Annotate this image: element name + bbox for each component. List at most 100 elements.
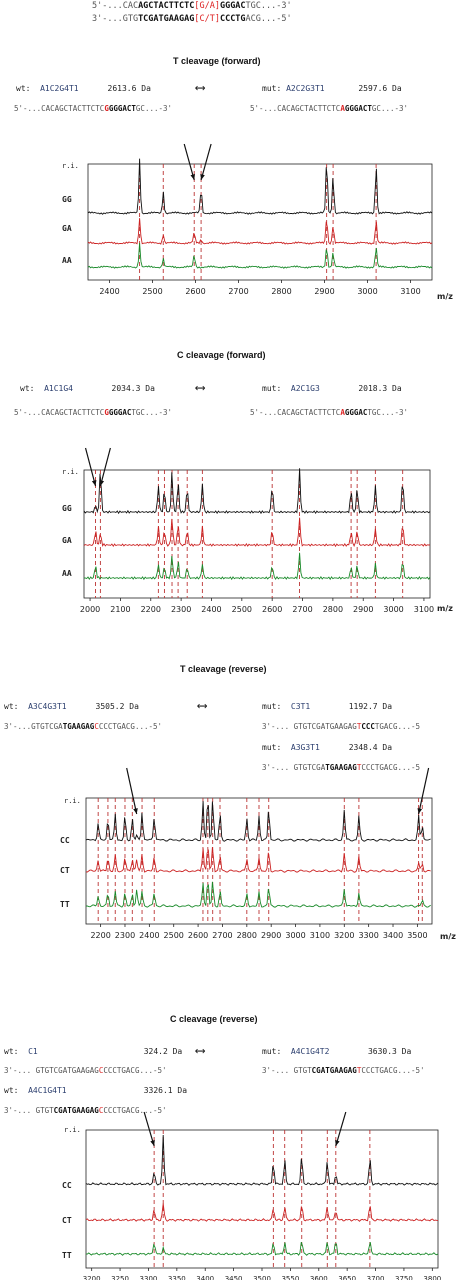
series-trace-gg [87, 158, 433, 215]
panel-3-wt-label: wt: A3C4G3T1 3505.2 Da [4, 702, 139, 711]
panel-4-title: C cleavage (reverse) [170, 1014, 258, 1024]
panel-4-wt-sequence-1: 3'-... GTGTCGATGAAGAGCCCCTGACG...-5' [4, 1066, 167, 1075]
x-tick-label: 3200 [334, 931, 354, 940]
panel-1-wt-label: wt: A1C2G4T1 2613.6 Da [16, 84, 151, 93]
panel-4-mut-sequence: 3'-... GTGTCGATGAAGAGTCCCTGACG...-5' [262, 1066, 425, 1075]
panel-1-mut-label: mut: A2C2G3T1 2597.6 Da [262, 84, 402, 93]
panel-1-x-axis-label: m/z [437, 292, 453, 301]
panel-3-mut-label-1: mut: C3T1 1192.7 Da [262, 702, 393, 711]
x-tick-label: 2900 [353, 605, 373, 614]
x-tick-label: 3800 [423, 1275, 441, 1280]
panel-4-series-label-tt: TT [62, 1251, 72, 1260]
x-tick-label: 3000 [285, 931, 305, 940]
panel-3-series-label-ct: CT [60, 866, 70, 875]
x-tick-label: 3600 [310, 1275, 328, 1280]
panel-4-wt-sequence-2: 3'-... GTGTCGATGAAGAGCCCCTGACG...-5' [4, 1106, 167, 1115]
panel-1-title: T cleavage (forward) [173, 56, 261, 66]
x-tick-label: 2200 [141, 605, 161, 614]
x-tick-label: 2400 [139, 931, 159, 940]
panel-3-wt-sequence: 3'-...GTGTCGATGAAGAGCCCCTGACG...-5' [4, 722, 163, 731]
panel-2-wt-label: wt: A1C1G4 2034.3 Da [20, 384, 155, 393]
panel-4-series-label-ct: CT [62, 1216, 72, 1225]
panel-4-ri-label: r.i. [64, 1126, 81, 1134]
x-tick-label: 3650 [338, 1275, 356, 1280]
panel-1-mut-sequence: 5'-...CACAGCTACTTCTCAGGGACTGC...-3' [250, 104, 409, 113]
x-tick-label: 2900 [314, 287, 334, 296]
double-arrow-icon: ⟷ [196, 380, 205, 396]
x-tick-label: 3100 [310, 931, 330, 940]
panel-2-series-label-aa: AA [62, 569, 72, 578]
series-trace-tt [86, 881, 431, 908]
x-tick-label: 2600 [262, 605, 282, 614]
x-tick-label: 2800 [271, 287, 291, 296]
panel-1-series-label-aa: AA [62, 256, 72, 265]
x-tick-label: 3000 [357, 287, 377, 296]
arrow-icon [183, 143, 195, 181]
x-tick-label: 2500 [232, 605, 252, 614]
panel-3-series-label-tt: TT [60, 900, 70, 909]
x-tick-label: 3400 [383, 931, 403, 940]
panel-3-mut-label-2: mut: A3G3T1 2348.4 Da [262, 743, 393, 752]
panel-2-title: C cleavage (forward) [177, 350, 266, 360]
plot-frame [83, 469, 431, 599]
x-tick-label: 2200 [90, 931, 110, 940]
series-trace-ga [83, 517, 431, 548]
x-tick-label: 3300 [358, 931, 378, 940]
x-tick-label: 3750 [395, 1275, 413, 1280]
x-tick-label: 2600 [188, 931, 208, 940]
panel-1-ri-label: r.i. [62, 162, 79, 170]
panel-3-ri-label: r.i. [64, 797, 81, 805]
x-tick-label: 2700 [212, 931, 232, 940]
header-bottom-sequence: 3'-...GTGTCGATGAAGAG[C/T]CCCTGACG...-5' [92, 14, 292, 24]
x-tick-label: 2800 [323, 605, 343, 614]
series-trace-gg [83, 468, 431, 515]
panel-2-series-label-ga: GA [62, 536, 72, 545]
series-trace-aa [87, 242, 433, 269]
panel-3-x-axis-label: m/z [440, 932, 456, 941]
double-arrow-icon: ⟷ [198, 698, 207, 714]
panel-1-series-label-ga: GA [62, 224, 72, 233]
panel-2-mut-label: mut: A2C1G3 2018.3 Da [262, 384, 402, 393]
x-tick-label: 3250 [111, 1275, 129, 1280]
x-tick-label: 2700 [292, 605, 312, 614]
x-tick-label: 3500 [253, 1275, 271, 1280]
x-tick-label: 2500 [142, 287, 162, 296]
x-tick-label: 3100 [400, 287, 420, 296]
x-tick-label: 2400 [201, 605, 221, 614]
x-tick-label: 2600 [185, 287, 205, 296]
arrow-icon [143, 1111, 155, 1147]
panel-1-spectrum-chart: 2400 2500 2600 2700 2800 2900 3000 3100 [87, 143, 433, 296]
panel-4-mut-label: mut: A4C1G4T2 3630.3 Da [262, 1047, 412, 1056]
series-trace-aa [83, 552, 431, 581]
double-arrow-icon: ⟷ [196, 80, 205, 96]
x-tick-label: 2300 [171, 605, 191, 614]
x-tick-label: 2400 [99, 287, 119, 296]
arrow-icon [99, 447, 111, 487]
series-trace-tt [85, 1241, 439, 1256]
panel-3-spectrum-chart: 2200 2300 2400 2500 2600 2700 2800 2900 3000 3100… [85, 767, 433, 940]
header-top-sequence: 5'-...CACAGCTACTTCTC[G/A]GGGACTGC...-3' [92, 1, 292, 11]
x-tick-label: 3700 [367, 1275, 385, 1280]
double-arrow-icon: ⟷ [196, 1043, 205, 1059]
panel-2-spectrum-chart: 2000 2100 2200 2300 2400 2500 2600 2700 2800 2900… [80, 447, 434, 614]
panel-3-mut-sequence-2: 3'-... GTGTCGATGAAGAGTCCCTGACG...-5 [262, 763, 421, 772]
panel-2-ri-label: r.i. [62, 468, 79, 476]
plot-frame [87, 163, 433, 281]
panel-4-series-label-cc: CC [62, 1181, 72, 1190]
x-tick-label: 2900 [261, 931, 281, 940]
series-trace-ga [87, 218, 433, 245]
panel-2-x-axis-label: m/z [437, 604, 453, 613]
panel-2-wt-sequence: 5'-...CACAGCTACTTCTCGGGGACTGC...-3' [14, 408, 173, 417]
panel-3-title: T cleavage (reverse) [180, 664, 267, 674]
plot-frame [85, 1129, 439, 1269]
x-tick-label: 2300 [115, 931, 135, 940]
x-tick-label: 3200 [83, 1275, 101, 1280]
x-tick-label: 2000 [80, 605, 100, 614]
panel-1-series-label-gg: GG [62, 195, 72, 204]
series-trace-cc [85, 1134, 439, 1186]
x-tick-label: 3500 [407, 931, 427, 940]
panel-2-series-label-gg: GG [62, 504, 72, 513]
arrow-icon [126, 767, 138, 815]
x-tick-label: 3450 [225, 1275, 243, 1280]
series-trace-ct [85, 847, 431, 873]
